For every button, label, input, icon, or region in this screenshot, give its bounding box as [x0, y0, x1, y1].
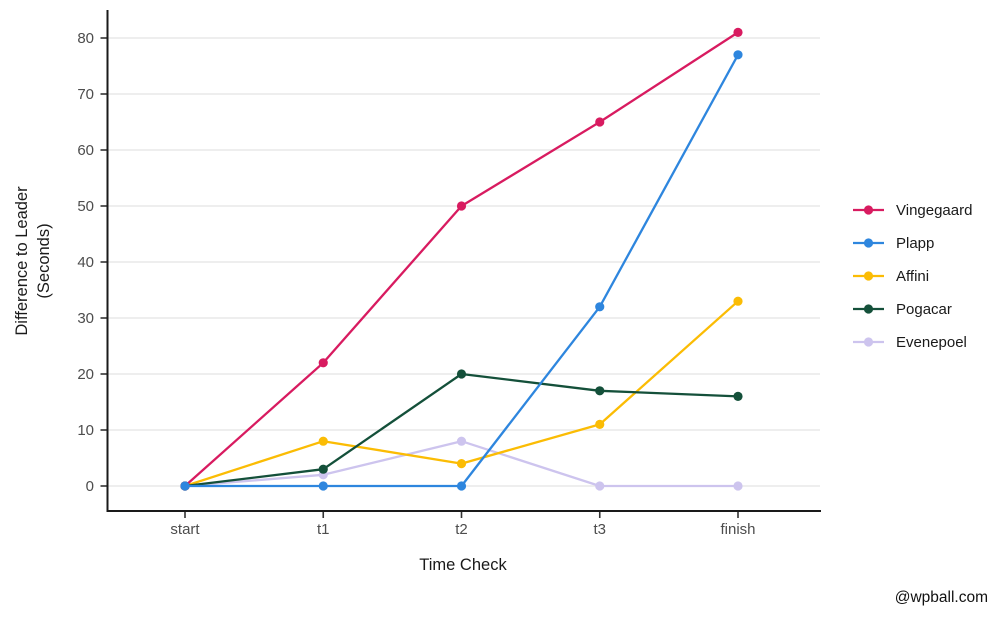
y-axis-tick-label: 80 [77, 30, 94, 47]
data-point-pogacar-t3 [595, 386, 605, 396]
legend: Vingegaard Plapp Affini Pogacar Evenepoel [853, 202, 972, 351]
data-point-plapp-start [180, 481, 190, 491]
series-group [180, 27, 743, 491]
legend-label-vingegaard: Vingegaard [896, 202, 972, 219]
y-axis-tick-label: 70 [77, 86, 94, 103]
x-axis-tick-label: finish [720, 521, 755, 538]
y-axis-title-line2: (Seconds) [35, 223, 53, 298]
legend-label-affini: Affini [896, 268, 929, 285]
legend-item-pogacar: Pogacar [853, 301, 952, 318]
data-point-plapp-t3 [595, 302, 605, 312]
data-point-affini-t3 [595, 419, 605, 429]
data-point-pogacar-t2 [456, 369, 467, 379]
legend-item-plapp: Plapp [853, 235, 934, 252]
y-axis-tick-label: 40 [77, 254, 94, 271]
data-point-evenepoel-t2 [456, 436, 467, 446]
legend-key-dot [863, 304, 874, 314]
legend-key-dot [863, 337, 874, 347]
data-point-affini-finish [733, 296, 743, 306]
x-axis-tick-label: t2 [455, 521, 468, 538]
y-axis-tick-label: 10 [77, 422, 94, 439]
data-point-vingegaard-t3 [595, 117, 605, 127]
data-point-plapp-t1 [318, 481, 328, 491]
x-axis-tick-label: t3 [593, 521, 606, 538]
data-point-evenepoel-t3 [595, 481, 605, 491]
legend-item-affini: Affini [853, 268, 929, 285]
data-point-plapp-t2 [456, 481, 467, 491]
data-point-affini-t2 [456, 459, 467, 469]
x-axis-tick-label: t1 [317, 521, 330, 538]
series-vingegaard [180, 27, 743, 491]
legend-key-dot [863, 271, 874, 281]
legend-label-evenepoel: Evenepoel [896, 334, 967, 351]
data-point-plapp-finish [733, 50, 743, 60]
data-point-vingegaard-t2 [456, 201, 467, 211]
series-line-plapp [183, 53, 740, 488]
x-axis-ticks-group: start t1 t2 t3 finish [170, 512, 756, 538]
x-axis-tick-label: start [170, 521, 200, 538]
y-axis-tick-label: 0 [86, 478, 94, 495]
y-axis-ticks-group: 0 10 20 30 40 50 60 70 80 [77, 30, 107, 495]
y-axis-title-line1: Difference to Leader [13, 186, 31, 336]
legend-label-plapp: Plapp [896, 235, 934, 252]
legend-key-dot [863, 205, 874, 215]
y-axis-tick-label: 20 [77, 366, 94, 383]
legend-label-pogacar: Pogacar [896, 301, 952, 318]
data-point-affini-t1 [318, 436, 328, 446]
legend-key-dot [863, 238, 874, 248]
data-point-pogacar-t1 [318, 464, 328, 474]
y-axis-tick-label: 30 [77, 310, 94, 327]
series-line-vingegaard [183, 31, 740, 488]
watermark-text: @wpball.com [895, 589, 988, 606]
y-axis-tick-label: 50 [77, 198, 94, 215]
legend-item-evenepoel: Evenepoel [853, 334, 967, 351]
data-point-vingegaard-t1 [318, 358, 328, 368]
series-plapp [180, 50, 743, 491]
data-point-evenepoel-finish [733, 481, 743, 491]
legend-item-vingegaard: Vingegaard [853, 202, 972, 219]
data-point-pogacar-finish [733, 391, 743, 401]
x-axis-title: Time Check [419, 556, 507, 574]
data-point-vingegaard-finish [733, 27, 743, 37]
gridlines-group [108, 37, 820, 487]
y-axis-tick-label: 60 [77, 142, 94, 159]
